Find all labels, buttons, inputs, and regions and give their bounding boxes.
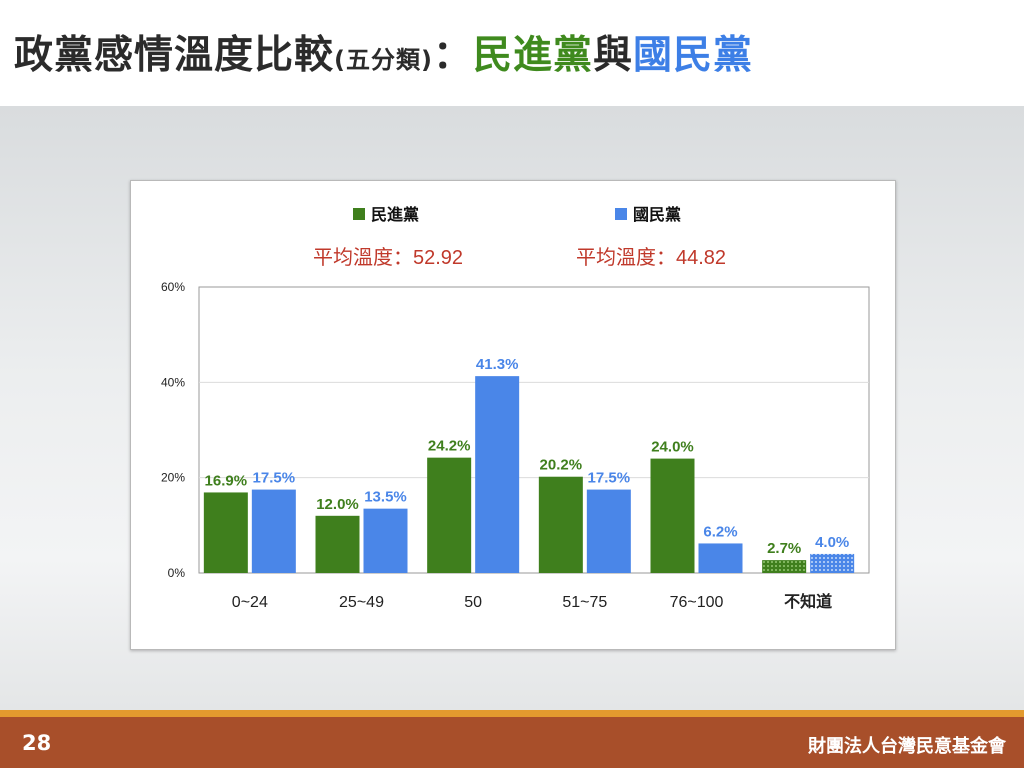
data-label: 4.0% <box>815 534 849 551</box>
legend-label: 民進黨 <box>371 205 419 224</box>
bar <box>538 476 583 573</box>
y-tick-label: 0% <box>168 566 186 580</box>
data-label: 13.5% <box>364 489 407 506</box>
footer: 28 財團法人台灣民意基金會 <box>0 717 1024 768</box>
bar <box>203 492 248 573</box>
data-label: 24.0% <box>651 439 694 456</box>
legend-swatch <box>615 208 627 220</box>
data-label: 24.2% <box>428 438 471 455</box>
title-main: 政黨感情溫度比較 <box>14 33 335 78</box>
y-tick-label: 40% <box>161 375 185 389</box>
data-label: 2.7% <box>767 540 801 557</box>
title-bar: 政黨感情溫度比較(五分類)：民進黨與國民黨 <box>0 0 1024 106</box>
page-title: 政黨感情溫度比較(五分類)：民進黨與國民黨 <box>14 24 753 80</box>
bar <box>698 543 743 573</box>
title-party-dpp: 民進黨 <box>472 33 593 78</box>
data-label: 17.5% <box>588 470 631 487</box>
y-tick-label: 20% <box>161 471 185 485</box>
bar <box>586 489 631 573</box>
y-tick-label: 60% <box>161 280 185 294</box>
title-conjunction: 與 <box>592 33 633 78</box>
x-tick-label: 50 <box>464 594 482 611</box>
title-subtitle: (五分類) <box>334 46 433 74</box>
x-tick-label: 76~100 <box>670 594 724 611</box>
bar <box>315 515 360 573</box>
x-tick-label: 不知道 <box>784 592 832 611</box>
average-annotation: 平均溫度：52.92 <box>313 246 463 269</box>
bar <box>810 553 855 573</box>
title-colon: ： <box>432 33 473 78</box>
bar <box>363 508 408 573</box>
bar <box>427 457 472 573</box>
page-number: 28 <box>22 731 52 755</box>
data-label: 41.3% <box>476 356 519 373</box>
x-tick-label: 25~49 <box>339 594 384 611</box>
organization-name: 財團法人台灣民意基金會 <box>808 736 1006 757</box>
x-tick-label: 0~24 <box>232 594 268 611</box>
bar <box>251 489 296 573</box>
data-label: 12.0% <box>316 496 359 513</box>
legend-label: 國民黨 <box>633 205 681 224</box>
plot-area-border <box>198 286 870 574</box>
bar-chart: 0% 20% 40% 60% 16.9% 17.5% 0~24 12.0% 13.5% 25~4… <box>161 205 870 611</box>
bar <box>762 560 807 573</box>
data-label: 20.2% <box>540 457 583 474</box>
data-label: 16.9% <box>205 472 248 489</box>
footer-accent-stripe <box>0 710 1024 717</box>
bar <box>650 458 695 573</box>
chart-panel: 0% 20% 40% 60% 16.9% 17.5% 0~24 12.0% 13.5% 25~4… <box>130 180 896 650</box>
data-label: 17.5% <box>253 470 296 487</box>
average-annotation: 平均溫度：44.82 <box>576 246 726 269</box>
legend-swatch <box>353 208 365 220</box>
x-tick-label: 51~75 <box>562 594 607 611</box>
title-party-kmt: 國民黨 <box>633 33 754 78</box>
bar <box>475 376 520 573</box>
data-label: 6.2% <box>703 523 737 540</box>
